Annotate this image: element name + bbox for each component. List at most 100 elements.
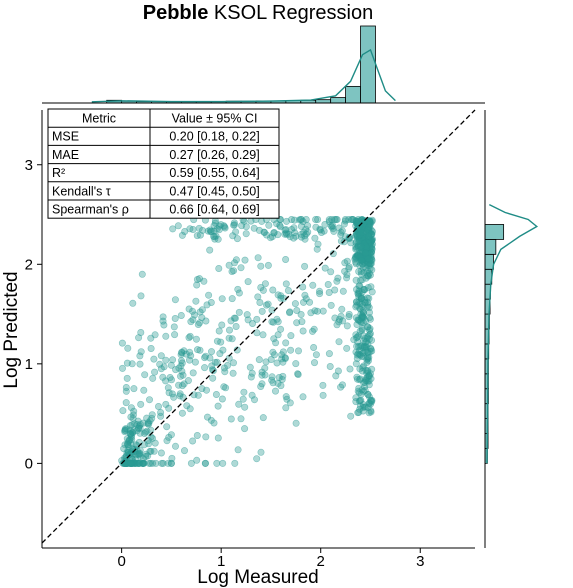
scatter-point <box>301 235 309 243</box>
scatter-point <box>257 382 265 390</box>
scatter-point <box>286 399 294 407</box>
scatter-point <box>244 278 252 286</box>
scatter-point <box>362 403 370 411</box>
scatter-point <box>274 318 282 326</box>
scatter-point <box>137 328 145 336</box>
scatter-point <box>207 298 215 306</box>
scatter-point <box>315 287 323 295</box>
scatter-point <box>362 375 370 383</box>
scatter-point <box>359 319 367 327</box>
scatter-point <box>237 264 245 272</box>
scatter-point <box>209 374 217 382</box>
scatter-point <box>301 291 309 299</box>
scatter-point <box>122 453 130 461</box>
scatter-point <box>269 286 277 294</box>
scatter-point <box>121 441 129 449</box>
scatter-point <box>333 216 341 224</box>
scatter-point <box>313 245 321 253</box>
top-histogram-bar <box>330 97 346 104</box>
scatter-point <box>341 267 349 275</box>
scatter-point <box>366 314 374 322</box>
scatter-point <box>145 420 153 428</box>
scatter-point <box>234 285 242 293</box>
scatter-point <box>298 318 306 326</box>
scatter-point <box>172 366 180 374</box>
scatter-point <box>225 261 233 269</box>
scatter-point <box>157 412 165 420</box>
scatter-point <box>196 308 204 316</box>
scatter-point <box>268 318 276 326</box>
scatter-point <box>163 423 171 431</box>
scatter-point <box>367 397 375 405</box>
scatter-point <box>167 361 175 369</box>
scatter-point <box>181 447 189 455</box>
scatter-point <box>128 360 136 368</box>
metrics-row-value: 0.27 [0.26, 0.29] <box>169 148 259 162</box>
scatter-point <box>189 437 197 445</box>
scatter-point <box>352 260 360 268</box>
scatter-point <box>274 291 282 299</box>
scatter-point <box>314 216 322 224</box>
scatter-point <box>185 305 193 313</box>
scatter-point <box>194 346 202 354</box>
top-histogram-bar <box>345 85 361 104</box>
scatter-point <box>273 359 281 367</box>
scatter-point <box>357 318 365 326</box>
scatter-point <box>327 268 335 276</box>
scatter-point <box>343 322 351 330</box>
scatter-point <box>127 459 135 467</box>
scatter-point <box>301 262 309 270</box>
scatter-point <box>362 249 370 257</box>
scatter-point <box>325 350 333 358</box>
scatter-point <box>122 387 130 395</box>
scatter-point <box>168 376 176 384</box>
scatter-point <box>160 321 168 329</box>
scatter-point <box>212 390 220 398</box>
metrics-header-metric: Metric <box>82 112 116 126</box>
scatter-point <box>299 298 307 306</box>
scatter-point <box>282 393 290 401</box>
scatter-point <box>338 305 346 313</box>
scatter-point <box>257 448 265 456</box>
scatter-point <box>331 286 339 294</box>
scatter-point <box>242 230 250 238</box>
scatter-point <box>361 334 369 342</box>
scatter-point <box>340 220 348 228</box>
scatter-point <box>271 387 279 395</box>
scatter-point <box>226 326 234 334</box>
scatter-point <box>211 358 219 366</box>
right-histogram-bar <box>484 224 505 240</box>
scatter-point <box>364 348 372 356</box>
scatter-point <box>346 365 354 373</box>
scatter-point <box>177 362 185 370</box>
scatter-point <box>286 308 294 316</box>
scatter-point <box>218 395 226 403</box>
scatter-point <box>159 373 167 381</box>
scatter-point <box>310 343 318 351</box>
scatter-point <box>330 227 338 235</box>
scatter-point <box>259 331 267 339</box>
right-histogram-bar <box>484 253 494 270</box>
scatter-point <box>195 224 203 232</box>
scatter-point <box>360 362 368 370</box>
scatter-point <box>282 280 290 288</box>
scatter-point <box>201 354 209 362</box>
scatter-point <box>343 344 351 352</box>
scatter-point <box>257 262 265 270</box>
scatter-point <box>258 307 266 315</box>
scatter-point <box>352 398 360 406</box>
scatter-point <box>359 313 367 321</box>
scatter-point <box>208 348 216 356</box>
scatter-point <box>237 415 245 423</box>
scatter-point <box>143 414 151 422</box>
scatter-point <box>345 263 353 271</box>
scatter-point <box>163 437 171 445</box>
scatter-point <box>157 408 165 416</box>
metrics-row-value: 0.20 [0.18, 0.22] <box>169 130 259 144</box>
scatter-point <box>129 414 137 422</box>
scatter-point <box>209 367 217 375</box>
scatter-point <box>292 419 300 427</box>
scatter-point <box>310 359 318 367</box>
x-axis-ticks: 0 1 2 3 <box>117 548 424 570</box>
